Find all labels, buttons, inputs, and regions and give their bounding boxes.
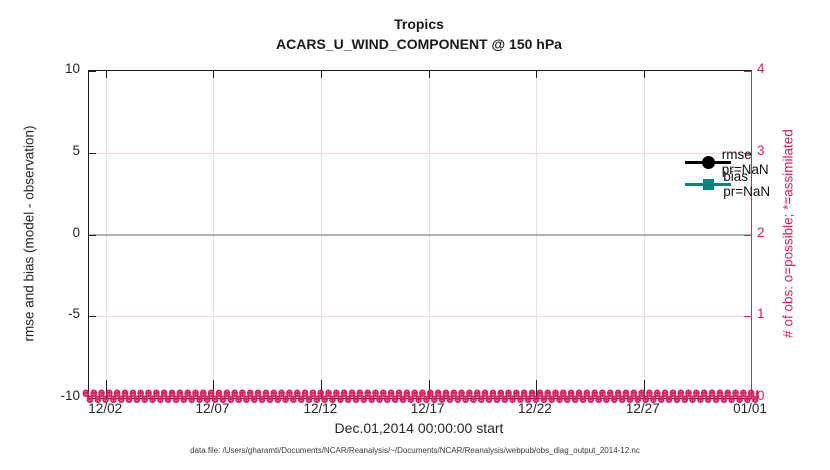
x-tick-mark-bottom <box>643 380 645 398</box>
bias-line-sample <box>685 177 731 191</box>
y-tick-label-left: -10 <box>60 388 80 403</box>
x-tick-mark-bottom <box>428 380 430 398</box>
bias-square-marker-icon <box>703 179 714 190</box>
plot-title: Tropics <box>394 16 444 32</box>
rmse-circle-marker-icon <box>702 156 715 169</box>
y-tick-mark-left <box>89 71 96 72</box>
x-tick-label: 12/02 <box>88 401 123 416</box>
x-tick-label: 12/22 <box>517 401 552 416</box>
x-axis-label: Dec.01,2014 00:00:00 start <box>334 420 504 436</box>
plot-subtitle: ACARS_U_WIND_COMPONENT @ 150 hPa <box>276 36 562 52</box>
x-tick-label: 01/01 <box>733 401 767 416</box>
x-tick-mark-top <box>213 71 215 78</box>
x-tick-mark-top <box>535 71 537 78</box>
y-tick-mark-left <box>89 152 96 154</box>
y-tick-mark-left <box>89 398 96 399</box>
x-tick-mark-bottom <box>106 380 108 398</box>
legend-item-rmse: rmse pr=NaN <box>685 147 781 177</box>
possible-markers-row: oooooooooooooooooooooooooooooooooooooooo… <box>86 392 758 405</box>
assimilated-markers-row: ****************************************… <box>82 389 758 404</box>
x-tick-mark-top <box>643 71 645 78</box>
x-tick-label: 12/07 <box>195 401 230 416</box>
y-tick-label-left: -5 <box>67 306 80 322</box>
x-tick-label: 12/27 <box>625 401 660 416</box>
y-tick-mark-right <box>744 234 751 236</box>
x-tick-label: 12/17 <box>410 401 445 416</box>
horizontal-gridline <box>89 316 751 318</box>
x-tick-mark-bottom <box>213 380 215 398</box>
x-tick-mark-bottom <box>535 380 537 398</box>
y-tick-label-right: 1 <box>757 306 765 322</box>
legend-label-rmse: rmse pr=NaN <box>721 147 769 177</box>
x-tick-mark-top <box>106 71 108 78</box>
x-tick-mark-bottom <box>321 380 323 398</box>
legend-label-bias: bias pr=NaN <box>723 169 771 199</box>
y-tick-mark-right <box>744 316 751 318</box>
legend-item-bias: bias pr=NaN <box>685 169 781 199</box>
y-tick-label-right: 4 <box>757 61 765 76</box>
plot-area: rmse pr=NaN bias pr=NaN oooooooooooooooo… <box>82 70 770 405</box>
y-tick-label-left: 0 <box>72 224 80 240</box>
horizontal-gridline <box>89 152 751 154</box>
y-tick-label-right: 0 <box>757 388 765 403</box>
y-tick-mark-left <box>89 316 96 318</box>
legend: rmse pr=NaN bias pr=NaN <box>685 147 781 199</box>
data-file-footnote: data file: /Users/gharamti/Documents/NCA… <box>190 446 640 455</box>
y-tick-mark-right <box>744 152 751 154</box>
y-tick-mark-right <box>744 71 751 72</box>
assimilated-markers-row: ****************************************… <box>86 394 758 406</box>
y-tick-label-left: 5 <box>72 142 80 158</box>
y-tick-mark-right <box>744 398 751 399</box>
possible-markers-row: oooooooooooooooooooooooooooooooooooooooo… <box>82 389 758 401</box>
y-tick-mark-left <box>89 234 96 236</box>
rmse-line-sample <box>685 155 731 169</box>
y-tick-label-right: 3 <box>757 142 765 158</box>
y-tick-label-left: 10 <box>64 61 80 76</box>
x-tick-mark-top <box>321 71 323 78</box>
y-tick-label-right: 2 <box>757 224 765 240</box>
zero-reference-line <box>89 233 751 236</box>
x-tick-label: 12/12 <box>303 401 338 416</box>
obs-count-marker-band: oooooooooooooooooooooooooooooooooooooooo… <box>82 389 758 405</box>
x-tick-mark-top <box>428 71 430 78</box>
